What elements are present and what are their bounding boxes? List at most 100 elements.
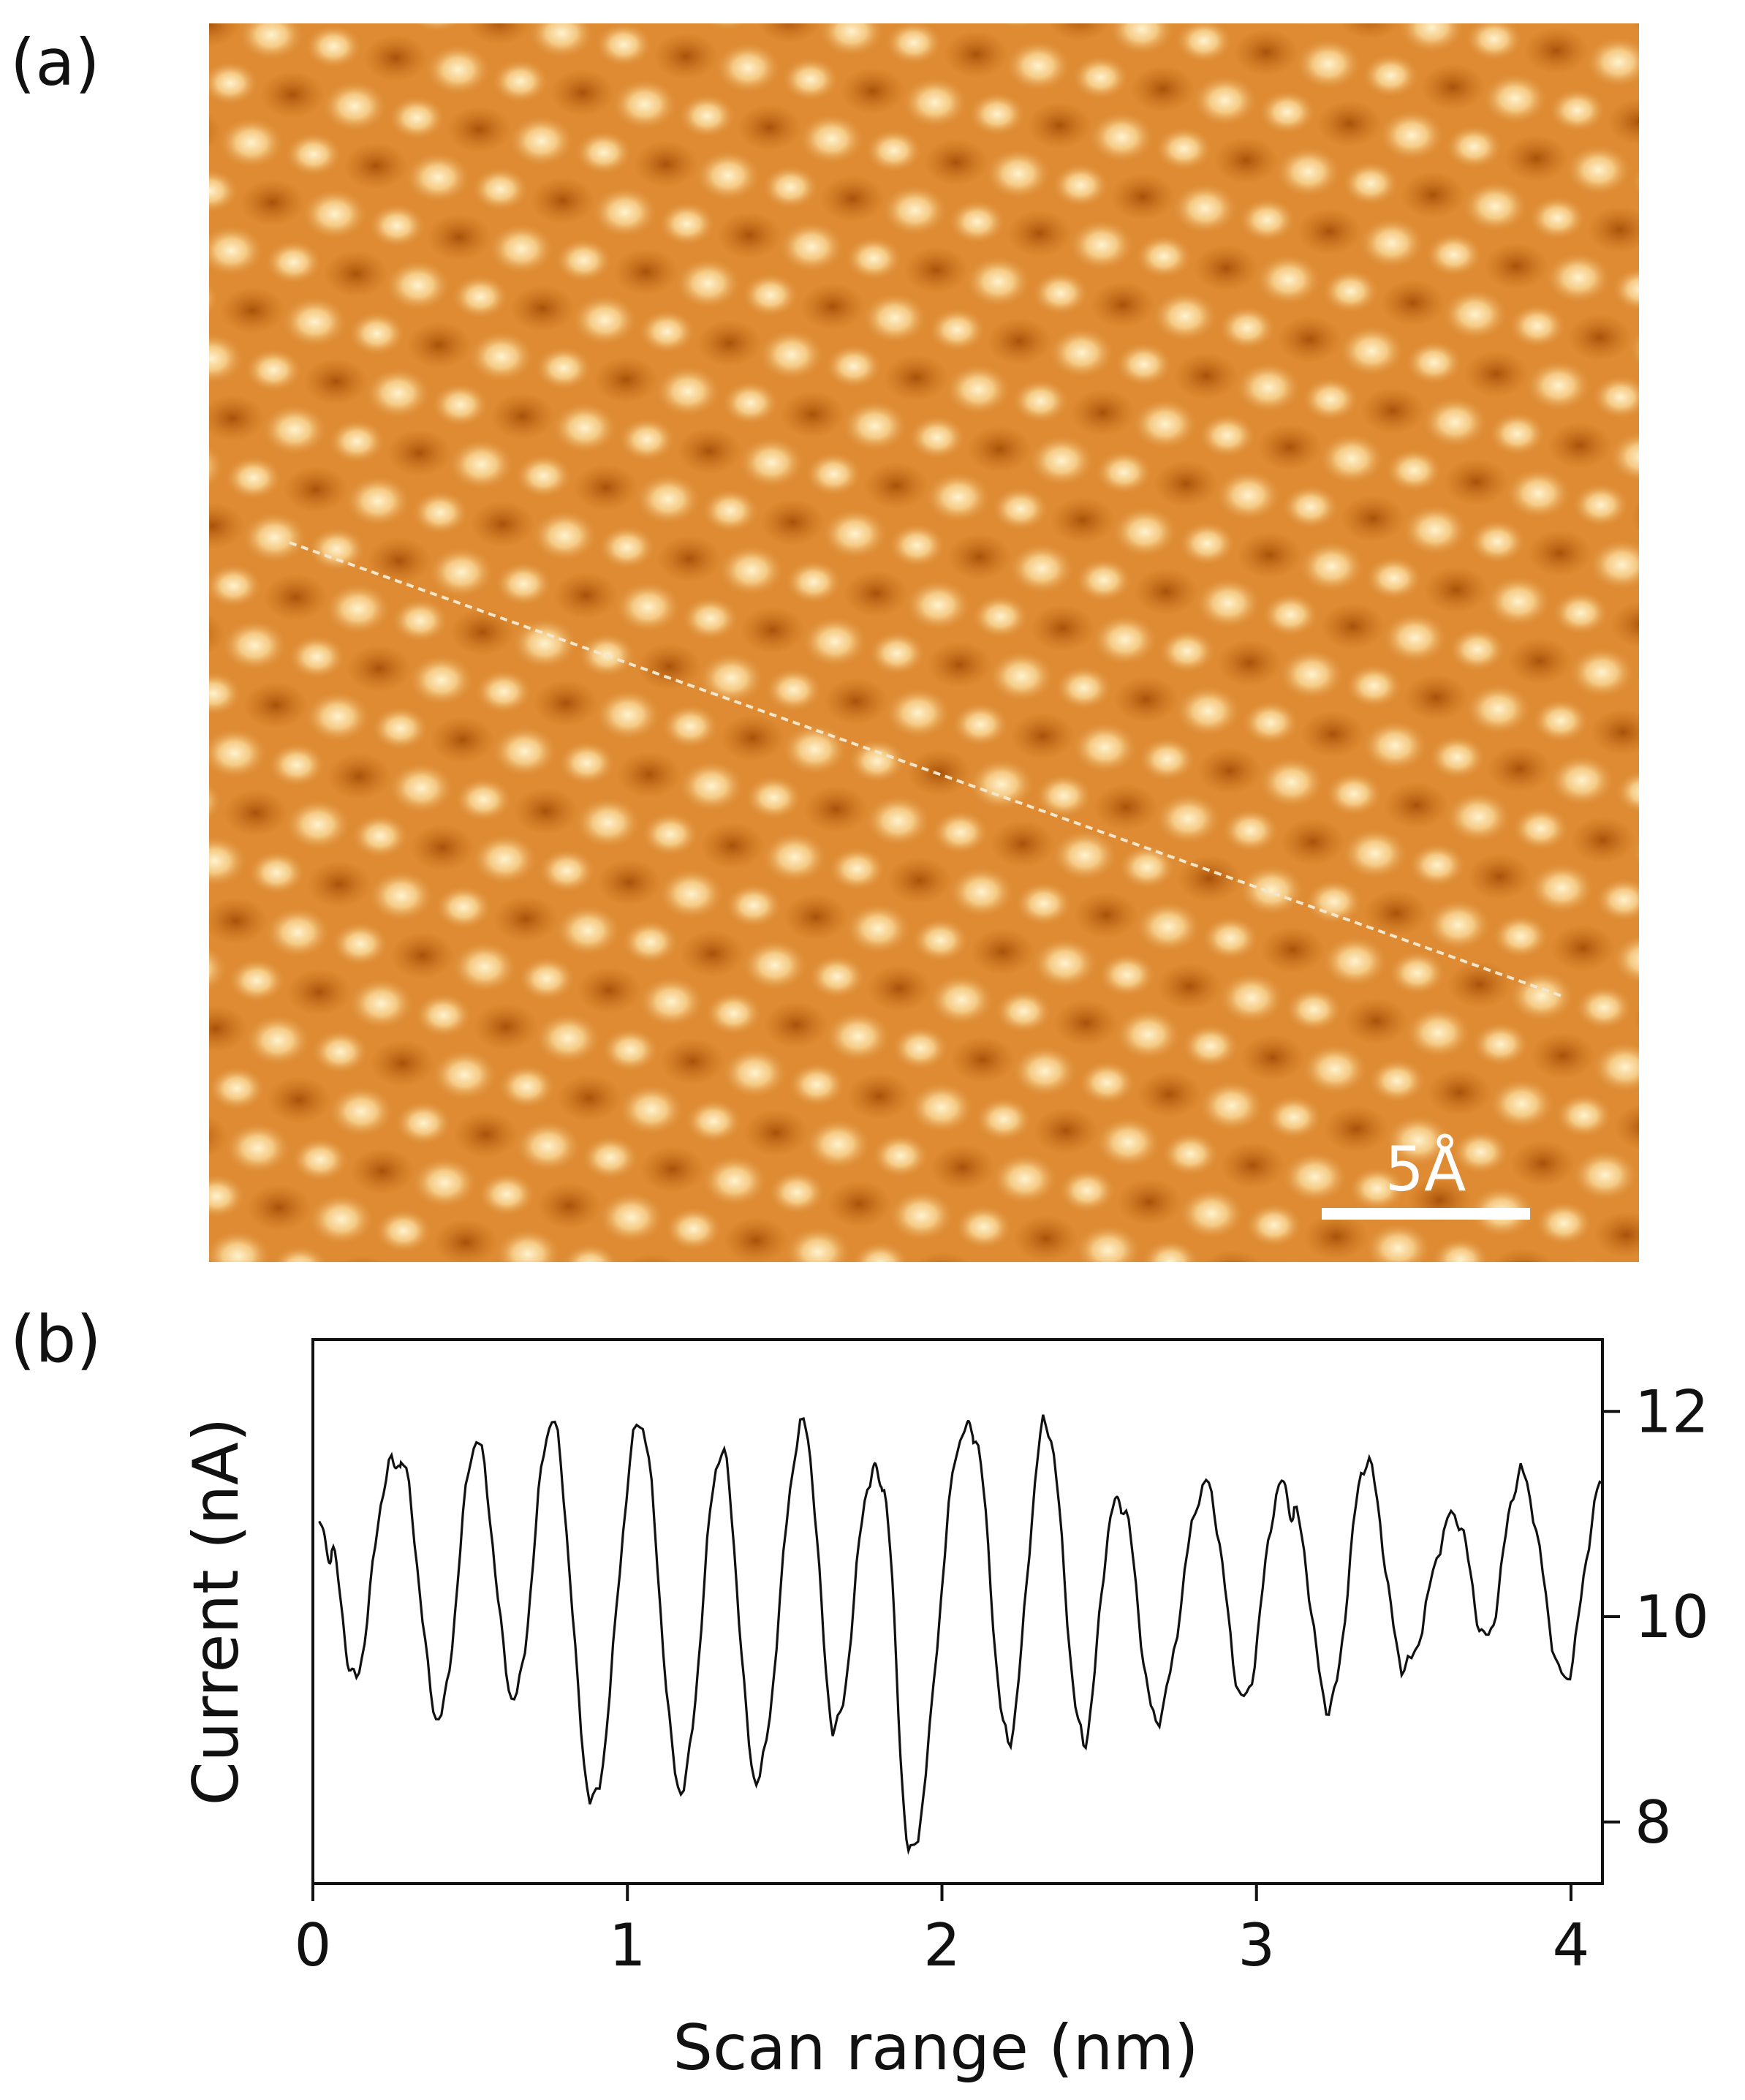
- lattice-hollow: [944, 31, 1009, 78]
- line-profile-marker: [289, 541, 1562, 997]
- atom-spot: [1007, 542, 1075, 595]
- lattice-hollow: [700, 822, 765, 869]
- atom-spot: [1028, 434, 1096, 487]
- atom-spot: [394, 1100, 453, 1146]
- lattice-hollow: [660, 1038, 725, 1085]
- atom-spot: [367, 203, 426, 249]
- atom-spot: [807, 953, 866, 1000]
- atom-spot: [847, 738, 906, 784]
- atom-spot: [714, 41, 782, 94]
- atom-spot: [724, 883, 783, 929]
- atom-spot: [1011, 378, 1070, 424]
- lattice-hollow: [470, 500, 535, 548]
- atom-spot: [1594, 877, 1639, 923]
- atom-spot: [450, 940, 518, 994]
- x-tick-label: 3: [1238, 1911, 1275, 1979]
- atom-spot: [1564, 1256, 1606, 1262]
- lattice-hollow: [513, 788, 578, 835]
- atom-spot: [804, 1117, 872, 1171]
- atom-spot: [224, 1122, 292, 1175]
- lattice-hollow: [677, 427, 742, 475]
- atom-spot: [1094, 449, 1154, 495]
- lattice-hollow: [1113, 676, 1178, 723]
- atom-spot: [1051, 828, 1119, 882]
- lattice-hollow: [283, 466, 348, 513]
- atom-spot: [387, 761, 455, 815]
- atom-spot: [1048, 326, 1116, 379]
- atom-spot: [491, 725, 559, 778]
- panel-a-label: (a): [10, 25, 100, 100]
- atom-spot: [828, 846, 887, 892]
- lattice-hollow: [1363, 889, 1428, 937]
- atom-spot: [1608, 430, 1639, 483]
- atom-spot: [1385, 1114, 1453, 1167]
- lattice-hollow: [827, 1180, 892, 1228]
- atom-spot: [404, 151, 472, 204]
- lattice-hollow: [1567, 314, 1632, 361]
- lattice-hollow: [263, 573, 328, 621]
- lattice-hollow: [473, 1003, 538, 1051]
- lattice-hollow: [784, 894, 849, 941]
- atom-spot: [798, 113, 866, 166]
- atom-spot: [494, 561, 553, 607]
- lattice-hollow: [1173, 352, 1238, 400]
- atom-spot: [1264, 1095, 1323, 1141]
- atom-spot: [268, 741, 327, 788]
- atom-spot: [209, 782, 223, 821]
- atom-spot: [488, 222, 556, 276]
- atom-spot: [885, 23, 943, 66]
- atom-spot: [1347, 1166, 1407, 1212]
- atom-spot: [1451, 1129, 1510, 1175]
- lattice-hollow: [840, 67, 905, 115]
- lattice-hollow: [1117, 1178, 1182, 1225]
- atom-spot: [1491, 913, 1551, 959]
- lattice-hollow: [267, 1076, 332, 1124]
- atom-spot: [1401, 503, 1469, 556]
- atom-spot: [1031, 937, 1099, 990]
- atom-spot: [1445, 124, 1504, 170]
- x-axis-label: Scan range (nm): [673, 2012, 1198, 2085]
- lattice-hollow: [950, 1035, 1015, 1083]
- atom-spot: [1464, 23, 1523, 62]
- atom-spot: [261, 403, 329, 456]
- atom-spot: [1067, 218, 1135, 271]
- lattice-hollow: [1070, 389, 1135, 437]
- atom-spot: [1588, 538, 1639, 592]
- atom-spot: [1421, 396, 1489, 449]
- lattice-hollow: [1220, 1141, 1285, 1189]
- lattice-hollow: [209, 897, 268, 945]
- atom-spot: [1321, 934, 1389, 988]
- atom-spot: [528, 23, 595, 60]
- atom-spot: [800, 615, 868, 668]
- atom-spot: [907, 415, 966, 461]
- atom-spot: [1528, 195, 1587, 241]
- atom-spot: [224, 455, 283, 501]
- lattice-hollow: [390, 932, 455, 979]
- lattice-hollow: [1154, 460, 1219, 507]
- atom-spot: [1431, 1236, 1490, 1262]
- atom-spot: [681, 595, 740, 641]
- lattice-hollow: [387, 429, 452, 477]
- x-tick-label: 0: [295, 1911, 332, 1979]
- atom-spot: [974, 1096, 1034, 1142]
- lattice-hollow: [597, 858, 662, 906]
- lattice-hollow: [720, 714, 785, 762]
- y-tick-label: 8: [1635, 1789, 1672, 1857]
- lattice-hollow: [1280, 818, 1345, 866]
- y-tick-label: 12: [1635, 1378, 1709, 1446]
- atom-spot: [768, 1169, 827, 1215]
- atom-spot: [1531, 698, 1590, 744]
- atom-spot: [864, 127, 923, 173]
- lattice-hollow: [1157, 962, 1222, 1010]
- atom-spot: [311, 1029, 370, 1075]
- y-tick-label: 10: [1635, 1583, 1709, 1651]
- atom-spot: [787, 1062, 847, 1108]
- lattice-hollow: [737, 104, 802, 151]
- atom-spot: [1424, 232, 1483, 278]
- lattice-hollow: [450, 608, 515, 656]
- lattice-hollow: [246, 1184, 311, 1231]
- atom-spot: [1078, 1060, 1137, 1106]
- lattice-hollow: [1444, 458, 1509, 505]
- lattice-hollow: [209, 1005, 248, 1052]
